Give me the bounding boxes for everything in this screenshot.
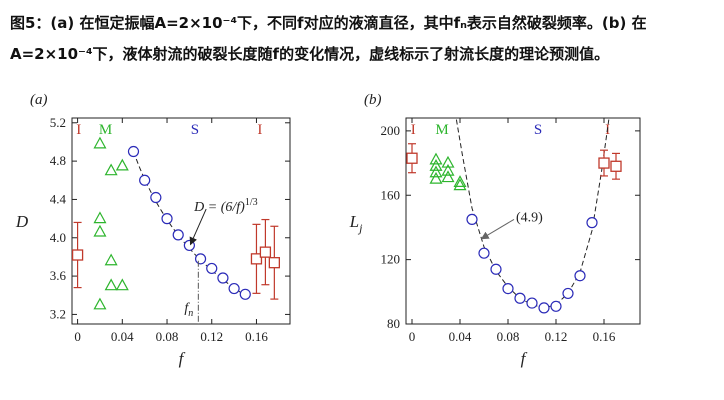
panel-label: (a) bbox=[30, 92, 48, 108]
marker-square-I bbox=[250, 253, 263, 265]
marker-triangle-M bbox=[93, 297, 107, 310]
marker-triangle-M bbox=[104, 163, 118, 176]
y-tick-label: 80 bbox=[387, 316, 400, 331]
marker-square-I bbox=[610, 160, 622, 172]
panel-label: (b) bbox=[364, 92, 382, 108]
marker-circle-S bbox=[478, 247, 490, 259]
marker-circle-S bbox=[490, 263, 502, 275]
marker-circle-S bbox=[514, 292, 526, 304]
annotation-arrow bbox=[189, 208, 207, 246]
marker-circle-S bbox=[194, 253, 207, 265]
y-tick-label: 4.4 bbox=[50, 191, 67, 206]
marker-triangle-M bbox=[429, 152, 443, 165]
region-label-M: M bbox=[99, 122, 112, 138]
marker-circle-S bbox=[206, 262, 218, 275]
marker-circle-S bbox=[586, 217, 598, 229]
y-tick-label: 160 bbox=[381, 187, 401, 202]
marker-triangle-M bbox=[441, 155, 455, 168]
caption-line-2: A=2×10⁻⁴下，液体射流的破裂长度随f的变化情况，虚线标示了射流长度的理论预… bbox=[10, 45, 610, 63]
marker-square-I bbox=[268, 257, 280, 269]
y-axis-label: D bbox=[15, 212, 29, 231]
marker-circle-S bbox=[502, 282, 514, 295]
y-tick-label: 4.8 bbox=[50, 153, 66, 168]
region-label-M: M bbox=[435, 122, 448, 138]
marker-circle-S bbox=[526, 297, 538, 309]
plot-frame bbox=[71, 117, 291, 325]
marker-triangle-M bbox=[429, 171, 443, 184]
x-tick-label: 0.04 bbox=[111, 329, 134, 344]
marker-triangle-M bbox=[429, 159, 443, 171]
y-tick-label: 200 bbox=[381, 123, 401, 138]
x-tick-label: 0.12 bbox=[545, 329, 568, 344]
marker-circle-S bbox=[228, 282, 240, 295]
marker-triangle-M bbox=[93, 224, 107, 237]
region-label-I: I bbox=[257, 122, 262, 138]
figure-caption: 图5：(a) 在恒定振幅A=2×10⁻⁴下，不同f对应的液滴直径，其中fₙ表示自… bbox=[10, 8, 714, 70]
annotation-text: (4.9) bbox=[516, 210, 543, 225]
marker-triangle-M bbox=[115, 158, 129, 171]
x-tick-label: 0.08 bbox=[497, 329, 520, 344]
panel-a: 0 0.04 0.08 0.12 0.16 3.2 3.6 4.0 4.4 4.8 5.2 f D (a)… bbox=[15, 92, 291, 368]
marker-square-I bbox=[598, 157, 610, 169]
region-label-I: I bbox=[411, 122, 416, 138]
y-axis-label: Lj bbox=[349, 212, 363, 235]
y-tick-label: 5.2 bbox=[50, 115, 66, 130]
marker-circle-S bbox=[562, 287, 574, 300]
marker-triangle-M bbox=[93, 211, 107, 224]
region-label-S: S bbox=[534, 122, 542, 138]
plot-frame bbox=[405, 117, 641, 325]
x-tick-label: 0.04 bbox=[449, 329, 472, 344]
x-tick-label: 0 bbox=[409, 329, 416, 344]
x-tick-label: 0 bbox=[74, 329, 81, 344]
caption-line-1: 图5：(a) 在恒定振幅A=2×10⁻⁴下，不同f对应的液滴直径，其中fₙ表示自… bbox=[10, 14, 647, 32]
marker-circle-S bbox=[550, 300, 562, 312]
annotation-arrow bbox=[480, 218, 515, 240]
marker-square-I bbox=[259, 246, 272, 258]
x-axis-label: f bbox=[521, 349, 528, 368]
marker-square-I bbox=[406, 152, 418, 164]
marker-triangle-M bbox=[104, 253, 118, 266]
x-axis-label: f bbox=[179, 349, 186, 368]
marker-triangle-M bbox=[441, 163, 455, 176]
y-tick-label: 120 bbox=[381, 252, 401, 267]
marker-triangle-M bbox=[453, 175, 467, 187]
y-tick-label: 3.2 bbox=[50, 306, 66, 321]
marker-triangle-M bbox=[93, 136, 107, 149]
marker-square-I bbox=[71, 249, 84, 261]
marker-circle-S bbox=[217, 272, 229, 284]
x-tick-label: 0.12 bbox=[200, 329, 223, 344]
marker-circle-S bbox=[574, 270, 586, 282]
x-tick-label: 0.16 bbox=[245, 329, 268, 344]
y-tick-label: 4.0 bbox=[50, 230, 66, 245]
marker-circle-S bbox=[127, 145, 140, 158]
marker-circle-S bbox=[538, 302, 550, 314]
region-label-I: I bbox=[76, 122, 81, 138]
x-tick-label: 0.16 bbox=[593, 329, 616, 344]
marker-triangle-M bbox=[115, 278, 129, 291]
annotation-text: D = (6/f)1/3 bbox=[193, 197, 257, 215]
marker-triangle-M bbox=[453, 178, 467, 191]
marker-triangle-M bbox=[104, 278, 118, 291]
fn-label: fn bbox=[184, 301, 193, 319]
marker-circle-S bbox=[466, 213, 478, 225]
y-tick-label: 3.6 bbox=[50, 268, 67, 283]
marker-circle-S bbox=[161, 213, 173, 225]
marker-circle-S bbox=[150, 191, 162, 204]
marker-circle-S bbox=[239, 288, 251, 300]
marker-circle-S bbox=[172, 229, 184, 241]
marker-circle-S bbox=[183, 239, 195, 252]
x-tick-label: 0.08 bbox=[156, 329, 179, 344]
marker-triangle-M bbox=[429, 165, 443, 178]
marker-circle-S bbox=[139, 174, 151, 186]
region-label-S: S bbox=[191, 122, 199, 138]
marker-triangle-M bbox=[441, 170, 455, 183]
theory-curve bbox=[133, 151, 249, 299]
